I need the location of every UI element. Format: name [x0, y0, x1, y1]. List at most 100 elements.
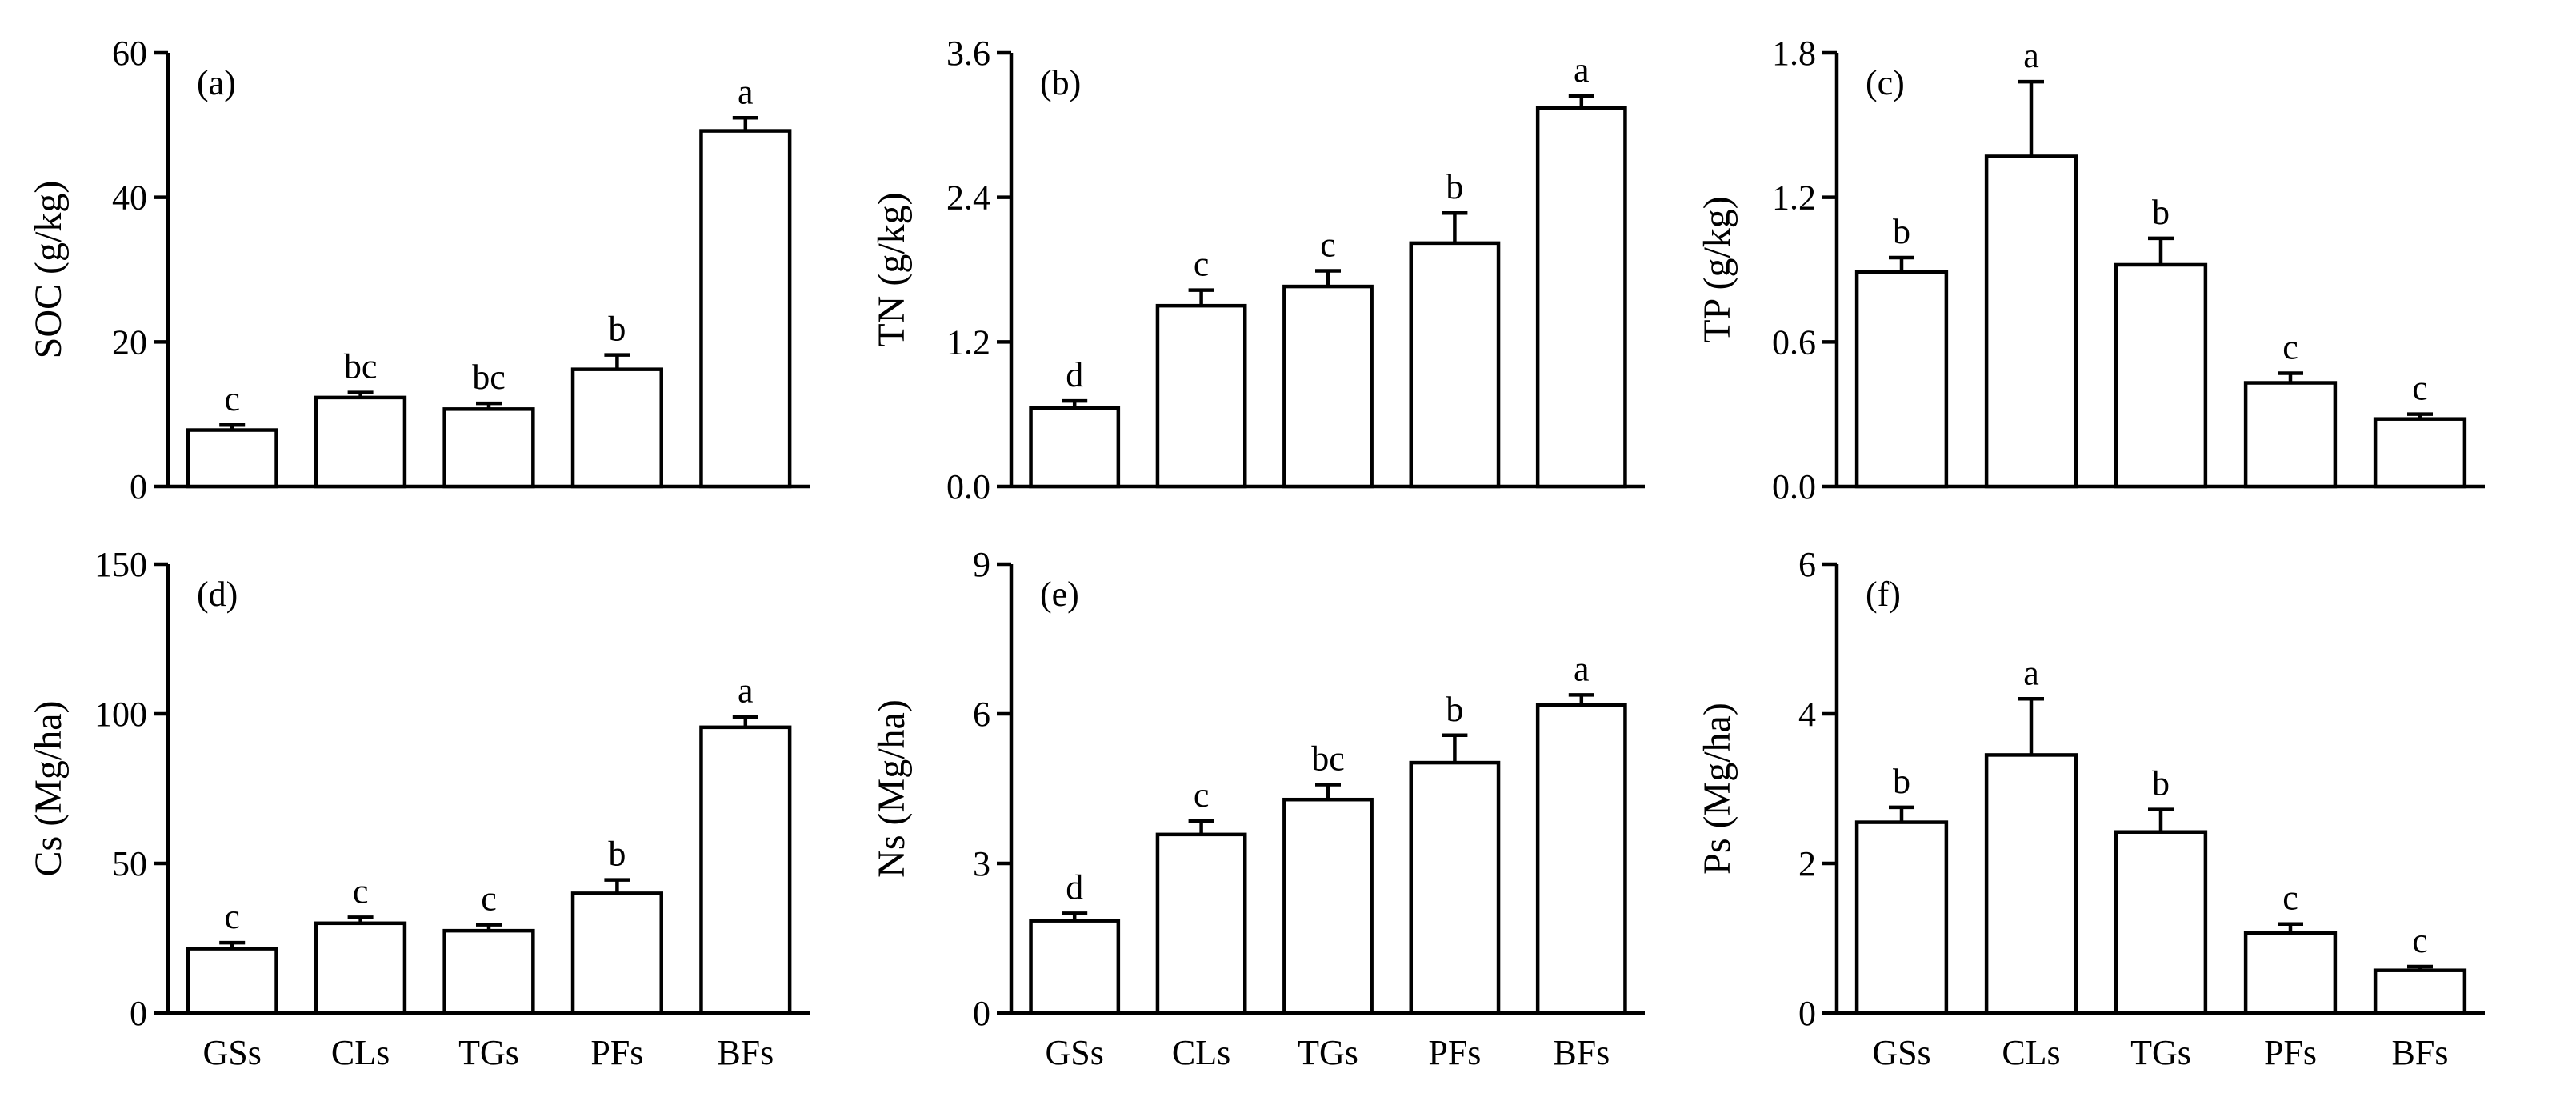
- significance-letter: d: [1066, 355, 1083, 394]
- bar-GSs: [1854, 270, 1949, 489]
- x-tick-label: TGs: [1298, 1033, 1358, 1072]
- significance-letter: c: [1194, 775, 1210, 815]
- bar-PFs: [2243, 381, 2338, 489]
- chart-panel-6: 0 2 4 6 Ps (Mg/ha) (f) b GSs a CLs b TGs c PFs c BFs: [1696, 545, 2485, 1072]
- y-tick-label: 1.8: [1772, 34, 1816, 73]
- x-tick-label: TGs: [458, 1033, 519, 1072]
- bar-PFs: [1409, 241, 1501, 489]
- x-tick-label: PFs: [2264, 1033, 2317, 1072]
- bar-BFs: [699, 129, 792, 489]
- significance-letter: b: [2152, 764, 2170, 803]
- y-tick-label: 0: [130, 467, 147, 506]
- y-tick-label: 1.2: [1772, 178, 1816, 218]
- x-tick-label: CLs: [2002, 1033, 2060, 1072]
- y-axis-label: SOC (g/kg): [27, 181, 70, 359]
- bar-BFs: [1535, 703, 1627, 1015]
- chart-panel-5: 0 3 6 9 Ns (Mg/ha) (e) d GSs c CLs bc TGs b PFs a BFs: [870, 545, 1645, 1072]
- x-tick-label: TGs: [2130, 1033, 2191, 1072]
- y-tick-label: 150: [94, 545, 147, 584]
- bar-CLs: [314, 395, 407, 489]
- significance-letter: b: [1893, 762, 1910, 801]
- y-axis-label: TN (g/kg): [870, 192, 913, 346]
- y-tick-label: 6: [1798, 545, 1816, 584]
- significance-letter: a: [738, 72, 754, 111]
- significance-letter: c: [481, 879, 497, 919]
- significance-letter: b: [608, 310, 626, 349]
- y-tick-label: 50: [112, 844, 147, 883]
- panel-label: (c): [1866, 63, 1905, 102]
- bar-CLs: [1984, 753, 2078, 1015]
- significance-letter: c: [2282, 327, 2298, 366]
- significance-letter: b: [1893, 212, 1910, 251]
- y-tick-label: 0: [973, 994, 990, 1033]
- x-tick-label: PFs: [1428, 1033, 1481, 1072]
- y-tick-label: 2: [1798, 844, 1816, 883]
- significance-letter: b: [608, 835, 626, 874]
- y-tick-label: 0.0: [946, 467, 990, 506]
- y-tick-label: 20: [112, 322, 147, 362]
- y-tick-label: 40: [112, 178, 147, 218]
- chart-panel-3: 0.0 0.6 1.2 1.8 TP (g/kg) (c) b a b c c: [1696, 34, 2485, 506]
- bar-BFs: [2373, 417, 2467, 489]
- x-tick-label: BFs: [1553, 1033, 1610, 1072]
- y-tick-label: 9: [973, 545, 990, 584]
- bar-TGs: [1282, 797, 1374, 1015]
- significance-letter: b: [1446, 167, 1463, 206]
- x-tick-label: BFs: [717, 1033, 774, 1072]
- x-tick-label: BFs: [2392, 1033, 2449, 1072]
- bar-PFs: [1409, 760, 1501, 1015]
- bar-PFs: [570, 891, 663, 1015]
- significance-letter: b: [1446, 690, 1463, 729]
- bar-TGs: [1282, 284, 1374, 489]
- bar-CLs: [1984, 154, 2078, 489]
- x-tick-label: GSs: [1046, 1033, 1104, 1072]
- significance-letter: bc: [344, 347, 378, 386]
- significance-letter: c: [224, 379, 240, 418]
- significance-letter: b: [2152, 193, 2170, 232]
- y-tick-label: 0.0: [1772, 467, 1816, 506]
- bar-CLs: [1155, 303, 1247, 489]
- y-tick-label: 0.6: [1772, 322, 1816, 362]
- significance-letter: c: [1320, 226, 1336, 265]
- y-tick-label: 2.4: [946, 178, 990, 218]
- bar-TGs: [2114, 262, 2208, 489]
- bar-TGs: [442, 928, 535, 1015]
- bar-GSs: [1029, 406, 1121, 489]
- y-tick-label: 0: [1798, 994, 1816, 1033]
- y-axis-label: Ns (Mg/ha): [870, 699, 913, 878]
- significance-letter: c: [224, 897, 240, 936]
- bar-PFs: [570, 367, 663, 489]
- y-tick-label: 60: [112, 34, 147, 73]
- significance-letter: c: [2282, 879, 2298, 918]
- bar-BFs: [699, 725, 792, 1015]
- y-axis-label: Ps (Mg/ha): [1696, 703, 1738, 875]
- significance-letter: bc: [1311, 739, 1345, 779]
- significance-letter: d: [1066, 867, 1083, 907]
- significance-letter: c: [2412, 369, 2428, 408]
- y-tick-label: 4: [1798, 695, 1816, 734]
- bar-GSs: [1854, 820, 1949, 1015]
- chart-panel-1: 0 20 40 60 SOC (g/kg) (a) c bc bc b a: [27, 34, 810, 506]
- chart-panel-4: 0 50 100 150 Cs (Mg/ha) (d) c GSs c CLs c TGs b PFs a B…: [27, 545, 810, 1072]
- significance-letter: c: [1194, 245, 1210, 284]
- bar-TGs: [442, 407, 535, 489]
- y-tick-label: 0: [130, 994, 147, 1033]
- y-tick-label: 3: [973, 844, 990, 883]
- x-tick-label: PFs: [590, 1033, 643, 1072]
- panel-label: (b): [1040, 63, 1081, 102]
- panel-label: (f): [1866, 575, 1901, 614]
- significance-letter: a: [1574, 50, 1590, 90]
- bar-CLs: [1155, 832, 1247, 1015]
- panel-label: (d): [197, 575, 238, 614]
- x-tick-label: GSs: [203, 1033, 262, 1072]
- x-tick-label: CLs: [1172, 1033, 1230, 1072]
- bar-GSs: [1029, 919, 1121, 1015]
- x-tick-label: GSs: [1872, 1033, 1930, 1072]
- bar-PFs: [2243, 931, 2338, 1015]
- bar-BFs: [1535, 106, 1627, 489]
- bar-TGs: [2114, 830, 2208, 1015]
- y-axis-label: TP (g/kg): [1696, 196, 1738, 343]
- bar-GSs: [186, 428, 278, 489]
- significance-letter: a: [1574, 649, 1590, 688]
- significance-letter: a: [738, 671, 754, 711]
